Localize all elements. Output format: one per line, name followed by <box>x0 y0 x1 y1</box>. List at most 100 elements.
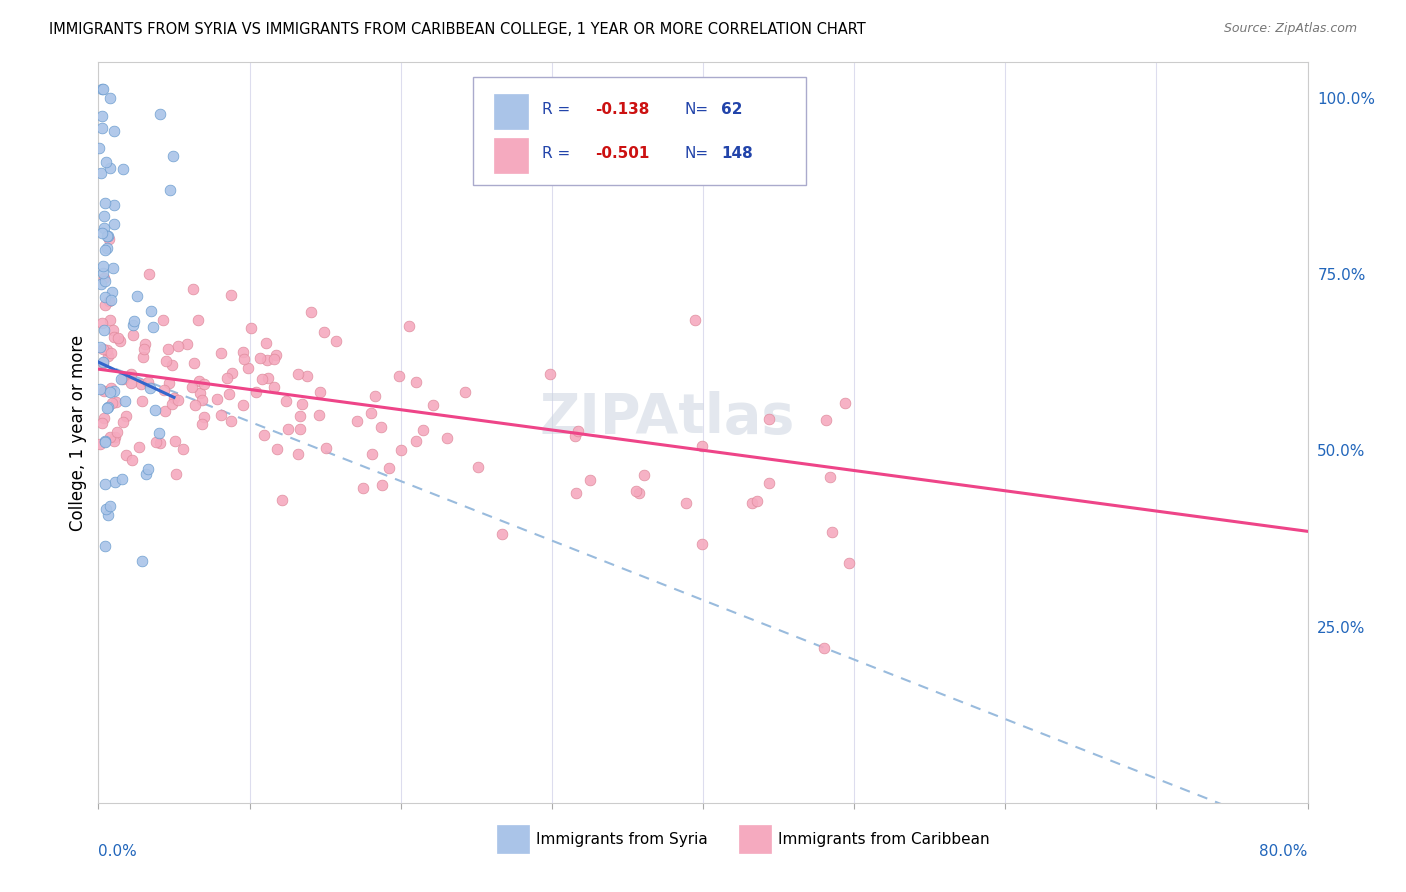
Point <box>405 434 427 448</box>
Point <box>308 408 330 422</box>
Point <box>162 148 184 162</box>
Point <box>364 389 387 403</box>
Point <box>104 475 127 490</box>
Point <box>190 417 212 431</box>
Point <box>98 161 121 176</box>
Point <box>112 372 135 386</box>
Point <box>90 277 112 292</box>
Point <box>136 462 159 476</box>
Point <box>565 486 588 500</box>
Point <box>176 337 198 351</box>
Point <box>93 209 115 223</box>
Point <box>172 442 194 456</box>
Point <box>288 409 311 423</box>
Point <box>155 354 177 368</box>
Point <box>143 403 166 417</box>
Point <box>398 318 420 333</box>
Point <box>690 537 713 551</box>
Point <box>90 227 112 241</box>
Point <box>538 367 561 381</box>
Point <box>101 285 124 300</box>
Text: IMMIGRANTS FROM SYRIA VS IMMIGRANTS FROM CARIBBEAN COLLEGE, 1 YEAR OR MORE CORRE: IMMIGRANTS FROM SYRIA VS IMMIGRANTS FROM… <box>49 22 866 37</box>
Point <box>152 383 174 397</box>
Point <box>190 393 212 408</box>
Point <box>122 318 145 332</box>
Point <box>132 343 155 357</box>
Text: 62: 62 <box>721 102 742 117</box>
Point <box>291 397 314 411</box>
Point <box>295 369 318 384</box>
Point <box>491 527 513 541</box>
Point <box>103 217 125 231</box>
Point <box>221 367 243 381</box>
Point <box>153 404 176 418</box>
Point <box>232 351 254 366</box>
Point <box>564 429 586 443</box>
Point <box>274 393 297 408</box>
Point <box>391 443 413 458</box>
Point <box>675 496 697 510</box>
Point <box>388 368 411 383</box>
Point <box>94 196 117 211</box>
Point <box>103 330 125 344</box>
Point <box>209 408 232 422</box>
Point <box>98 499 121 513</box>
Point <box>120 376 142 390</box>
Point <box>91 266 114 280</box>
Point <box>165 467 187 482</box>
Point <box>193 376 215 391</box>
Point <box>193 409 215 424</box>
Point <box>90 82 112 96</box>
Point <box>93 384 115 398</box>
Point <box>157 343 180 357</box>
Point <box>131 350 153 364</box>
Point <box>207 392 229 406</box>
Point <box>138 381 160 395</box>
Bar <box>494 138 527 173</box>
Point <box>98 313 121 327</box>
Point <box>93 221 115 235</box>
Point <box>162 358 184 372</box>
Bar <box>494 94 527 129</box>
Point <box>818 469 841 483</box>
Point <box>96 401 118 416</box>
Point <box>290 422 312 436</box>
Point <box>96 343 118 357</box>
Point <box>89 437 111 451</box>
Point <box>256 371 278 385</box>
Point <box>567 424 589 438</box>
Point <box>96 154 118 169</box>
Point <box>149 435 172 450</box>
Point <box>89 140 111 154</box>
Point <box>135 467 157 482</box>
Point <box>231 344 253 359</box>
Point <box>148 425 170 440</box>
Text: -0.138: -0.138 <box>595 102 650 117</box>
Point <box>94 539 117 553</box>
Point <box>215 371 238 385</box>
Point <box>100 396 122 410</box>
Point <box>105 394 128 409</box>
Point <box>91 109 114 123</box>
Point <box>131 554 153 568</box>
Text: ZIPAtlas: ZIPAtlas <box>538 391 794 445</box>
Point <box>747 494 769 508</box>
Point <box>277 422 299 436</box>
Point <box>122 327 145 342</box>
Point <box>91 354 114 368</box>
Point <box>152 312 174 326</box>
Point <box>741 496 763 510</box>
Point <box>93 270 115 285</box>
Point <box>454 384 477 399</box>
Point <box>436 431 458 445</box>
Point <box>271 493 294 508</box>
Point <box>209 345 232 359</box>
Point <box>315 442 337 456</box>
Point <box>254 335 277 350</box>
Point <box>252 427 274 442</box>
Point <box>183 356 205 370</box>
Point <box>91 356 114 370</box>
Point <box>97 401 120 415</box>
Point <box>838 556 860 570</box>
Point <box>121 453 143 467</box>
